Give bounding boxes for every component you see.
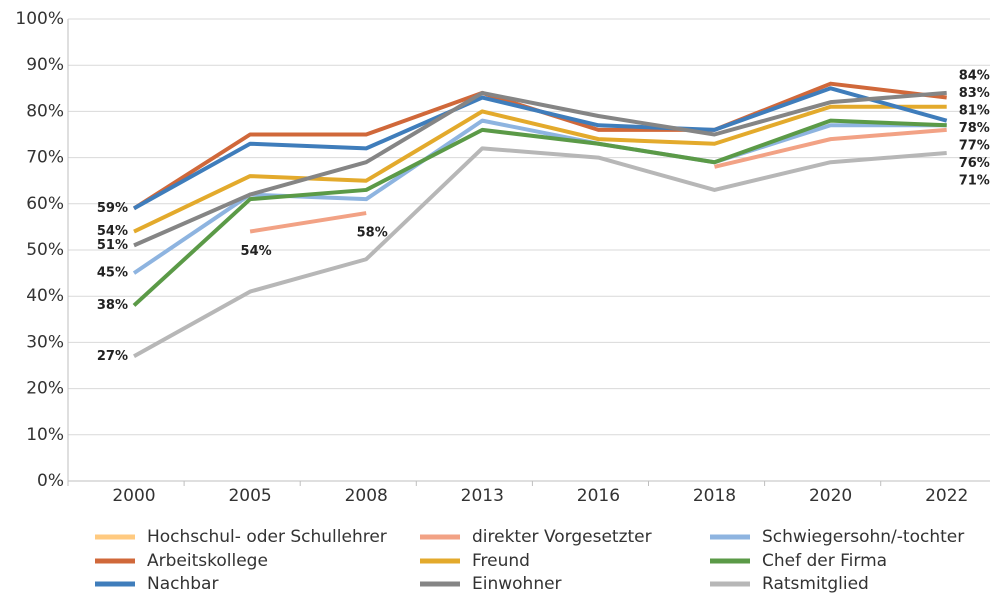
data-label: 76% [959,156,990,171]
legend-label: Einwohner [472,574,562,594]
series-line [133,146,947,359]
legend-label: Arbeitskollege [147,551,268,571]
legend-label: Ratsmitglied [762,574,869,594]
y-tick-label: 60% [26,194,64,214]
x-tick-label: 2000 [112,486,155,506]
data-label: 38% [97,298,128,313]
y-tick-label: 30% [26,332,64,352]
data-label: 58% [357,226,388,241]
data-label: 59% [97,201,128,216]
data-label: 71% [959,174,990,189]
legend-label: direkter Vorgesetzter [472,527,652,547]
y-tick-label: 70% [26,148,64,168]
x-tick-label: 2022 [925,486,968,506]
data-label: 84% [959,69,990,84]
y-tick-label: 80% [26,101,64,121]
legend-label: Freund [472,551,530,571]
x-tick-label: 2013 [461,486,504,506]
y-tick-label: 90% [26,55,64,75]
data-label: 77% [959,139,990,154]
series-line [133,86,948,211]
series-line [132,118,947,275]
y-tick-label: 20% [26,379,64,399]
y-tick-label: 40% [26,286,64,306]
data-label: 81% [959,104,990,119]
x-tick-label: 2020 [809,486,852,506]
data-label: 78% [959,121,990,136]
legend-label: Schwiegersohn/-tochter [762,527,964,547]
legend-label: Hochschul- oder Schullehrer [147,527,387,547]
legend-label: Chef der Firma [762,551,887,571]
series-line [133,104,947,234]
data-label: 51% [97,238,128,253]
data-label: 54% [97,224,128,239]
series-line [249,127,947,234]
data-label: 54% [241,244,272,259]
y-tick-label: 50% [26,240,64,260]
series-line [132,118,947,307]
y-tick-label: 10% [26,425,64,445]
legend-label: Nachbar [147,574,218,594]
y-tick-label: 0% [37,471,64,491]
series-line [133,90,947,248]
x-tick-label: 2008 [345,486,388,506]
y-tick-label: 100% [15,9,64,29]
data-label: 45% [97,266,128,281]
x-tick-label: 2018 [693,486,736,506]
data-label: 83% [959,86,990,101]
x-tick-label: 2005 [228,486,271,506]
data-label: 27% [97,349,128,364]
x-tick-label: 2016 [577,486,620,506]
